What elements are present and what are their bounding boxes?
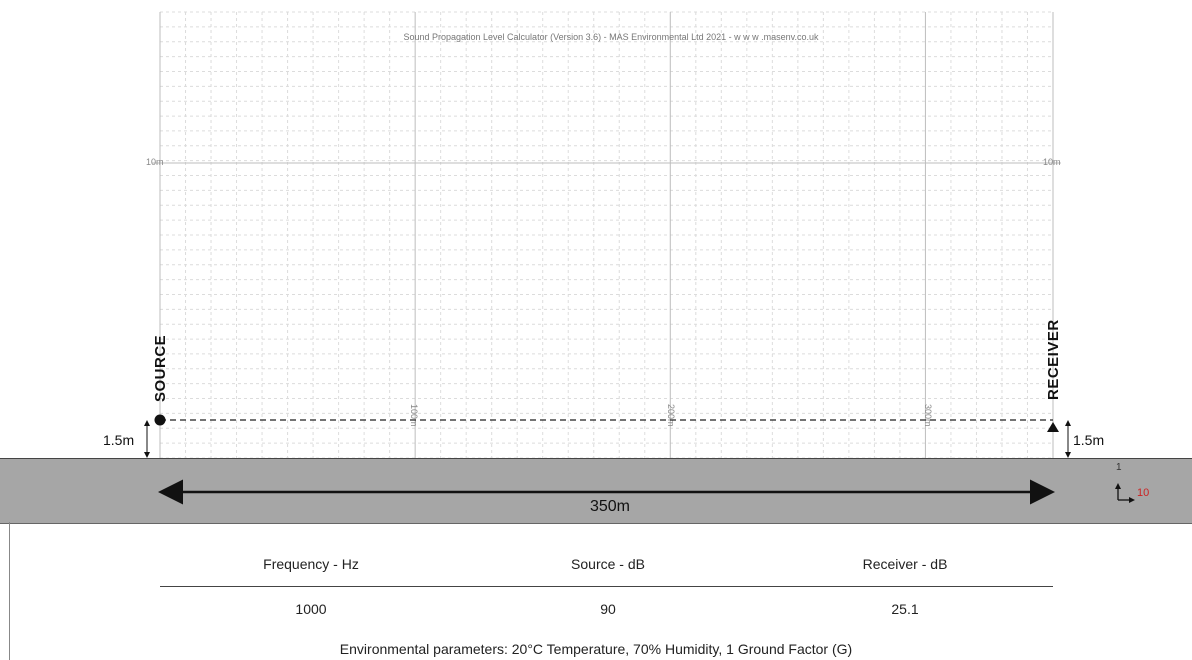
grid-minor-lines [160, 11, 1053, 459]
value-source-db: 90 [600, 601, 616, 617]
source-height-label: 1.5m [103, 432, 135, 448]
receiver-label: RECEIVER [1045, 319, 1062, 400]
source-marker [154, 414, 166, 426]
header-source-db: Source - dB [571, 556, 645, 572]
height-label-right: 10m [1043, 157, 1061, 167]
value-receiver-db: 25.1 [891, 601, 919, 617]
scale-horizontal-value: 10 [1137, 487, 1150, 499]
header-receiver-db: Receiver - dB [862, 556, 948, 572]
height-label-left: 10m [146, 157, 164, 167]
source-label: SOURCE [152, 334, 169, 402]
results-border [9, 522, 10, 660]
grid-major-lines [152, 12, 1061, 458]
header-frequency: Frequency - Hz [263, 556, 359, 572]
environment-note: Environmental parameters: 20°C Temperatu… [339, 641, 853, 657]
results-divider [160, 586, 1053, 587]
receiver-height-label: 1.5m [1073, 432, 1105, 448]
scale-vertical-value: 1 [1116, 462, 1122, 473]
distance-label: 350m [589, 498, 631, 515]
calculator-title: Sound Propagation Level Calculator (Vers… [403, 32, 819, 42]
scale-indicator-icon [1115, 483, 1135, 503]
value-frequency: 1000 [295, 601, 327, 617]
receiver-marker [1047, 422, 1059, 432]
